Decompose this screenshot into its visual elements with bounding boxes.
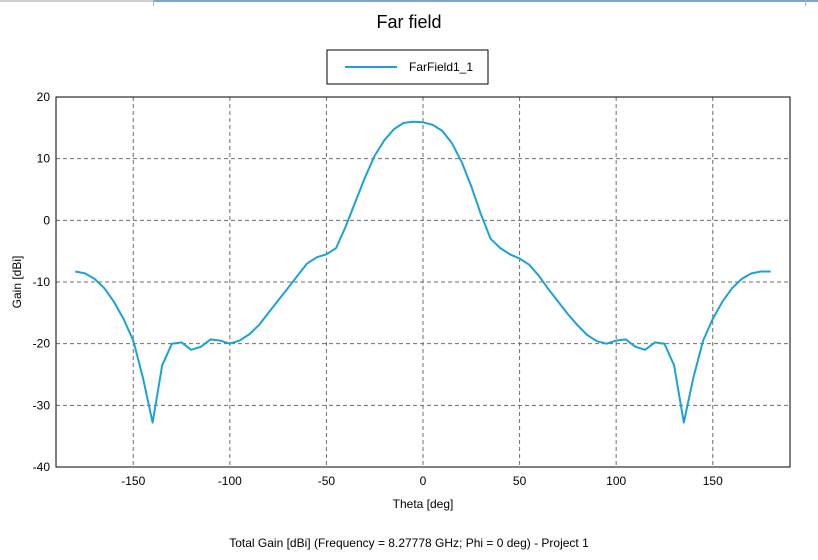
plot-frame bbox=[55, 96, 791, 468]
x-tick-label: -150 bbox=[121, 474, 145, 488]
legend: FarField1_1 bbox=[326, 49, 489, 85]
x-tick-label: 150 bbox=[703, 474, 723, 488]
series-layer bbox=[75, 120, 771, 424]
x-axis-label: Theta [deg] bbox=[393, 497, 454, 511]
y-tick-label: -30 bbox=[33, 398, 51, 412]
y-tick-label: -10 bbox=[33, 275, 51, 289]
window-corner-tick bbox=[805, 0, 806, 6]
y-axis-label: Gain [dBi] bbox=[10, 256, 24, 309]
x-tick-label: 100 bbox=[606, 474, 626, 488]
y-tick-label: 20 bbox=[37, 90, 51, 104]
window-divider-tick bbox=[153, 0, 154, 6]
y-tick-label: -40 bbox=[33, 460, 51, 474]
window-top-accent bbox=[153, 0, 818, 2]
x-tick-label: 50 bbox=[513, 474, 527, 488]
series-line-0 bbox=[75, 120, 771, 424]
x-tick-label: -100 bbox=[218, 474, 242, 488]
x-tick-label: -50 bbox=[318, 474, 336, 488]
chart-footer: Total Gain [dBi] (Frequency = 8.27778 GH… bbox=[229, 536, 589, 550]
grid bbox=[56, 97, 790, 467]
legend-label: FarField1_1 bbox=[409, 60, 473, 74]
y-tick-label: 10 bbox=[37, 152, 51, 166]
y-tick-label: 0 bbox=[43, 213, 50, 227]
x-tick-label: 0 bbox=[420, 474, 427, 488]
y-tick-label: -20 bbox=[33, 337, 51, 351]
chart-title: Far field bbox=[376, 12, 441, 32]
